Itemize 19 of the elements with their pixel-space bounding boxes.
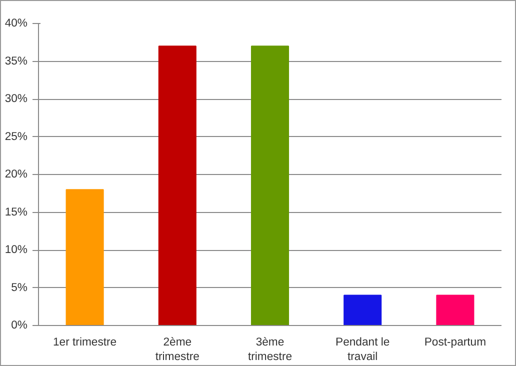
y-tick-label: 30%	[4, 93, 28, 105]
y-tick-label: 25%	[4, 130, 28, 143]
y-tick-label: 40%	[4, 18, 28, 30]
bar	[436, 294, 474, 326]
y-tick-label: 20%	[4, 168, 28, 180]
bar	[344, 294, 382, 326]
x-tick-label: Post-partum	[424, 336, 486, 348]
bar	[250, 46, 290, 326]
y-tick-label: 0%	[11, 320, 28, 332]
bar	[158, 46, 196, 326]
y-tick-label: 35%	[4, 55, 28, 68]
x-tick-label: 1er trimestre	[53, 336, 117, 348]
x-tick-label: 3ème trimestre	[248, 336, 292, 363]
x-tick-label: 2ème trimestre	[155, 336, 200, 363]
y-tick-label: 5%	[11, 282, 28, 294]
x-tick-label: Pendant le travail	[336, 336, 390, 363]
y-tick-label: 10%	[4, 244, 28, 256]
y-tick-label: 15%	[4, 206, 28, 218]
bar	[66, 189, 104, 326]
